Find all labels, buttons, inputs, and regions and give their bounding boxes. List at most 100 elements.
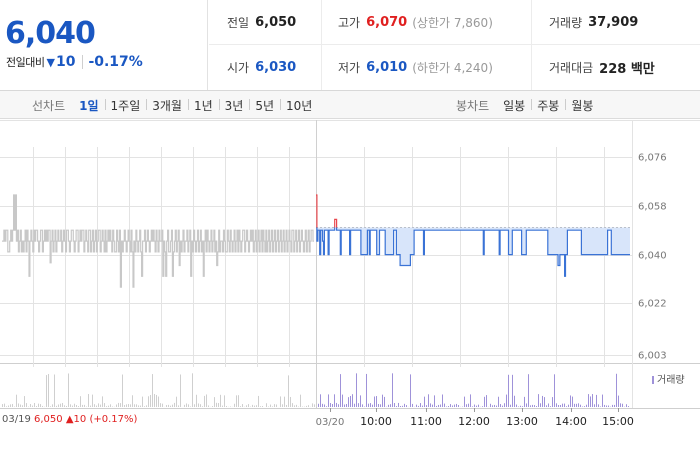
price-box: 6,040 전일대비 ▼ 10 -0.17% bbox=[0, 0, 208, 90]
volume-bar bbox=[198, 403, 199, 407]
volume-bar bbox=[382, 394, 383, 407]
volume-bar bbox=[54, 374, 55, 407]
period-10y[interactable]: 10년 bbox=[280, 97, 318, 114]
volume-bar bbox=[458, 405, 459, 407]
divider bbox=[321, 0, 322, 90]
period-3m[interactable]: 3개월 bbox=[146, 97, 188, 114]
volume-bar bbox=[376, 396, 377, 407]
volume-bar bbox=[40, 404, 41, 407]
volume-bar bbox=[402, 405, 403, 407]
volume-bar bbox=[600, 406, 601, 407]
volume-bar bbox=[434, 395, 435, 407]
volume-bar bbox=[6, 406, 7, 407]
stat-open: 시가 6,030 bbox=[227, 45, 296, 90]
volume-bar bbox=[560, 404, 561, 407]
volume-bar bbox=[490, 403, 491, 407]
stat-amount: 거래대금 228 백만 bbox=[549, 45, 655, 90]
y-tick-label: 6,076 bbox=[638, 153, 667, 164]
volume-bar bbox=[152, 374, 153, 407]
down-arrow-icon: ▼ bbox=[46, 55, 55, 69]
volume-bar bbox=[564, 403, 565, 407]
volume-bar bbox=[456, 403, 457, 407]
volume-bar bbox=[252, 404, 253, 407]
candle-daily[interactable]: 일봉 bbox=[503, 98, 526, 113]
volume-bar bbox=[468, 403, 469, 407]
change-row: 전일대비 ▼ 10 -0.17% bbox=[6, 54, 143, 70]
period-1y[interactable]: 1년 bbox=[187, 97, 219, 114]
stat-low: 저가 6,010 (하한가 4,240) bbox=[338, 45, 493, 90]
price-chart[interactable]: 6,076 6,058 6,040 6,022 6,003 거래량 03/20 10:00 11… bbox=[0, 120, 700, 450]
period-3y[interactable]: 3년 bbox=[218, 97, 250, 114]
volume-bar bbox=[218, 403, 219, 407]
volume-bar bbox=[526, 403, 527, 407]
volume-bar bbox=[464, 396, 465, 407]
x-tick-label: 03/20 bbox=[316, 417, 345, 428]
volume-bar bbox=[368, 403, 369, 407]
period-1d[interactable]: 1일 bbox=[79, 98, 99, 113]
candle-weekly[interactable]: 주봉 bbox=[531, 97, 565, 114]
period-5y[interactable]: 5년 bbox=[249, 97, 280, 114]
volume-bar bbox=[118, 402, 119, 407]
volume-bar bbox=[536, 406, 537, 407]
volume-bar bbox=[546, 405, 547, 407]
volume-bar bbox=[268, 406, 269, 407]
volume-bar bbox=[336, 402, 337, 407]
volume-bar bbox=[494, 404, 495, 407]
quote-header: 6,040 전일대비 ▼ 10 -0.17% 전일 6,050 고가 6,070… bbox=[0, 0, 700, 91]
volume-bar bbox=[538, 394, 539, 407]
line-chart-title: 선차트 bbox=[32, 98, 66, 113]
volume-legend-label: 거래량 bbox=[657, 374, 685, 386]
volume-bar bbox=[520, 405, 521, 407]
volume-bar bbox=[32, 405, 33, 407]
volume-bar bbox=[30, 404, 31, 407]
stat-label: 전일 bbox=[227, 16, 250, 30]
volume-bar bbox=[588, 394, 589, 407]
volume-bar bbox=[300, 394, 301, 407]
volume-bar bbox=[24, 396, 25, 407]
volume-bar bbox=[286, 404, 287, 407]
volume-bar bbox=[104, 403, 105, 407]
volume-bar bbox=[598, 404, 599, 407]
candle-monthly[interactable]: 월봉 bbox=[565, 97, 599, 114]
volume-bar bbox=[156, 394, 157, 407]
volume-bar bbox=[596, 394, 597, 407]
volume-bar bbox=[474, 404, 475, 407]
volume-bar bbox=[16, 394, 17, 407]
volume-bar bbox=[254, 405, 255, 407]
volume-bar bbox=[320, 394, 321, 407]
period-1w[interactable]: 1주일 bbox=[104, 97, 147, 114]
volume-bar bbox=[74, 403, 75, 407]
volume-bar bbox=[68, 373, 69, 407]
volume-bar bbox=[532, 404, 533, 407]
volume-bar bbox=[92, 394, 93, 407]
volume-bar bbox=[540, 403, 541, 407]
change-percent: -0.17% bbox=[88, 54, 143, 70]
volume-bar bbox=[502, 405, 503, 407]
volume-bar bbox=[510, 404, 511, 407]
stat-label: 거래량 bbox=[549, 16, 583, 30]
volume-bar bbox=[130, 404, 131, 407]
volume-bar bbox=[566, 406, 567, 407]
volume-bar bbox=[554, 374, 555, 407]
volume-bar bbox=[154, 394, 155, 407]
volume-bar bbox=[570, 395, 571, 407]
change-label: 전일대비 bbox=[6, 56, 45, 69]
volume-bar bbox=[574, 403, 575, 407]
volume-bar bbox=[586, 404, 587, 407]
chart-toolbar: 선차트 1일 1주일 3개월 1년 3년 5년 10년 봉차트 일봉 주봉 월봉 bbox=[0, 91, 700, 119]
volume-bar bbox=[524, 396, 525, 407]
volume-bar bbox=[508, 374, 509, 407]
volume-bar bbox=[352, 394, 353, 407]
volume-bar bbox=[472, 406, 473, 407]
y-tick-label: 6,040 bbox=[638, 251, 667, 262]
volume-bar bbox=[312, 403, 313, 407]
volume-legend-swatch bbox=[652, 376, 654, 384]
volume-bar bbox=[200, 404, 201, 407]
volume-bar bbox=[216, 402, 217, 407]
volume-bar bbox=[422, 405, 423, 407]
volume-bar bbox=[204, 395, 205, 407]
volume-bar bbox=[528, 374, 529, 407]
volume-bar bbox=[314, 404, 315, 407]
volume-bar bbox=[120, 403, 121, 407]
volume-bar bbox=[258, 395, 259, 407]
